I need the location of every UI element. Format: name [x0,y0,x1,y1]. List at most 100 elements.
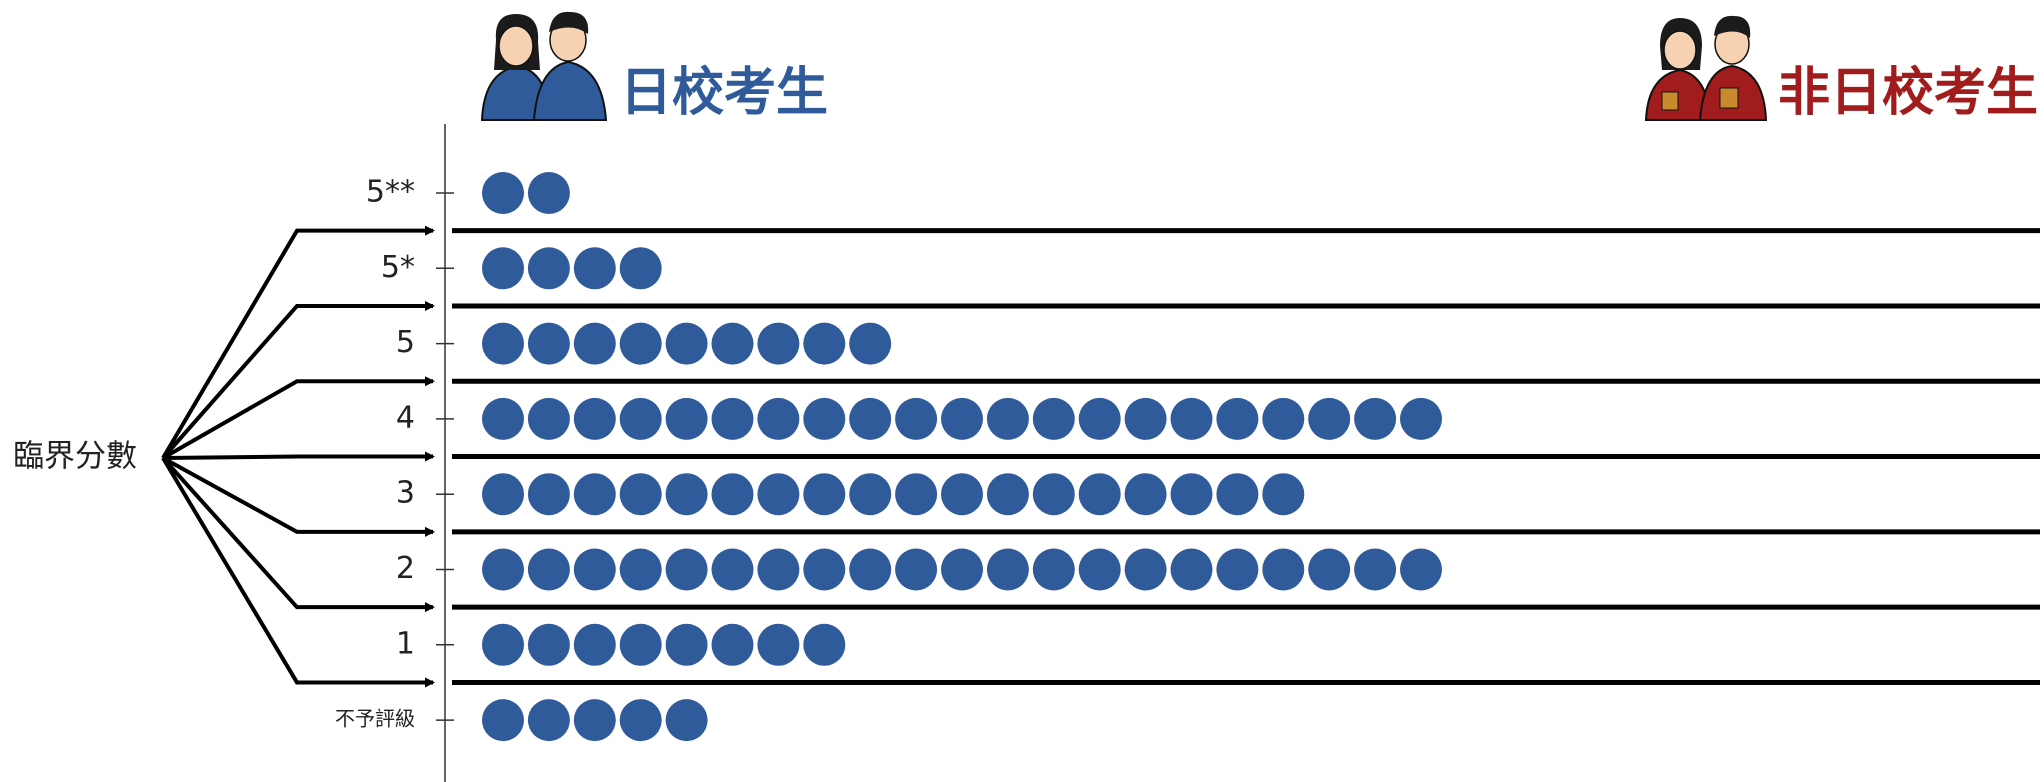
dot [619,397,662,440]
dot [482,623,524,666]
dot [757,548,800,591]
dot [482,397,524,440]
dot [757,397,800,440]
dot [1262,473,1305,516]
dot [665,623,708,666]
dot [803,397,846,440]
y-tick-label: 4 [396,400,415,435]
dot [619,623,662,666]
dot [573,623,616,666]
dot [482,172,524,214]
left-header: 日校考生 [620,63,828,123]
dot [573,247,616,290]
dot [527,397,570,440]
arrow [162,451,435,462]
dot [482,322,524,365]
candidate-icon [1644,15,1768,121]
dot [527,172,570,214]
student-icon [480,11,608,121]
dot [711,322,754,365]
y-tick-label: 5* [381,250,415,285]
dot [1078,473,1121,516]
dot [941,548,983,591]
dot-row [482,623,846,666]
dot [1262,397,1305,440]
annotation: 臨界分數 [13,439,137,475]
dot [757,623,800,666]
arrow [161,456,435,613]
dot [619,473,662,516]
dot [1354,548,1397,591]
dot [1400,397,1442,440]
dot [849,548,892,591]
arrow [161,225,435,460]
dot [573,699,616,742]
dot [619,322,662,365]
dot [849,397,892,440]
dot [665,699,708,742]
dot-row [482,473,1305,516]
dot [711,397,754,440]
dot [573,397,616,440]
dot-row [482,699,708,742]
arrow [161,456,435,688]
dot [849,322,892,365]
dot-row [482,247,662,290]
dot [1124,548,1167,591]
dot [1216,548,1259,591]
dot [619,548,662,591]
dot [527,699,570,742]
dot [986,473,1029,516]
dot [482,473,524,516]
dot [482,699,524,742]
arrow [162,376,435,460]
dot [803,322,846,365]
arrow [162,456,435,537]
dot [665,322,708,365]
dot [711,473,754,516]
dot [711,548,754,591]
right-header: 非日校考生 [1778,63,2038,123]
dot [1124,473,1167,516]
dot [482,247,524,290]
dot [1354,397,1397,440]
dot [757,473,800,516]
dot [1170,397,1213,440]
dot [895,548,938,591]
dot [573,548,616,591]
dot-row [482,548,1442,591]
dot [711,623,754,666]
dot [1308,548,1351,591]
dot [986,397,1029,440]
dot [619,699,662,742]
dot [1032,397,1075,440]
dot-row [482,172,570,214]
dot [1078,548,1121,591]
y-tick-label: 3 [396,476,415,511]
dot [527,623,570,666]
dot [665,397,708,440]
dot [803,548,846,591]
dot [527,473,570,516]
dot [1170,548,1213,591]
dot [1262,548,1305,591]
dot [895,397,938,440]
dot [1308,397,1351,440]
dot [665,548,708,591]
dot [849,473,892,516]
arrow [161,300,435,460]
dot-row [482,322,892,365]
dot [527,322,570,365]
y-tick-label: 不予評級 [335,707,415,731]
dot [1032,473,1075,516]
dot [1032,548,1075,591]
dot [1078,397,1121,440]
dot [1124,397,1167,440]
dot [1216,397,1259,440]
dot [803,473,846,516]
dot [527,548,570,591]
dot [665,473,708,516]
dot [1170,473,1213,516]
dot [757,322,800,365]
